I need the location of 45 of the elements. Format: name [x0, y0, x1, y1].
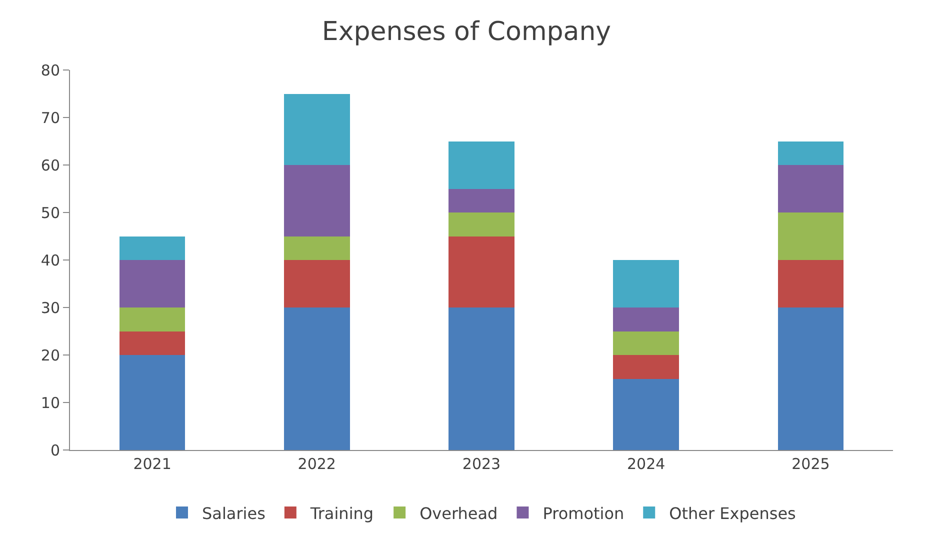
bar: [778, 308, 844, 450]
x-tick-label: 2025: [792, 455, 830, 473]
bar: [119, 308, 186, 332]
legend-label: Other Expenses: [669, 504, 796, 523]
bar: [284, 260, 350, 308]
y-tick-label: 70: [40, 108, 60, 127]
bar: [119, 236, 186, 260]
y-tick-label: 30: [40, 298, 60, 317]
bar: [613, 378, 680, 450]
bar: [613, 355, 680, 379]
bar: [284, 308, 350, 450]
legend-label: Overhead: [420, 504, 498, 523]
x-tick-label: 2023: [462, 455, 501, 473]
bar: [778, 141, 844, 165]
bar: [448, 141, 514, 189]
bar: [284, 165, 350, 236]
legend-label: Training: [309, 504, 374, 523]
legend-label: Salaries: [202, 504, 266, 523]
y-tick-label: 50: [40, 204, 60, 222]
bar: [778, 260, 844, 308]
chart-title: Expenses of Company: [322, 16, 612, 47]
bar: [448, 212, 514, 236]
bar: [778, 165, 844, 212]
y-tick-label: 20: [40, 346, 60, 364]
y-tick-label: 80: [40, 61, 60, 80]
bar: [613, 260, 680, 308]
bar: [448, 236, 514, 308]
x-tick-label: 2022: [298, 455, 336, 473]
bar: [778, 212, 844, 260]
y-tick-label: 40: [40, 251, 60, 270]
bar: [448, 308, 514, 450]
bar: [613, 331, 680, 355]
x-tick-label: 2024: [627, 455, 666, 473]
y-tick-label: 10: [40, 394, 60, 412]
bar: [119, 260, 186, 308]
y-tick-label: 60: [40, 156, 60, 174]
x-tick-label: 2021: [133, 455, 172, 473]
y-tick-label: 0: [50, 441, 60, 460]
bar: [284, 94, 350, 165]
legend-label: Promotion: [542, 504, 624, 523]
bar: [613, 308, 680, 332]
bar: [119, 331, 186, 355]
bar: [448, 188, 514, 212]
bar: [284, 236, 350, 260]
bar: [119, 355, 186, 450]
